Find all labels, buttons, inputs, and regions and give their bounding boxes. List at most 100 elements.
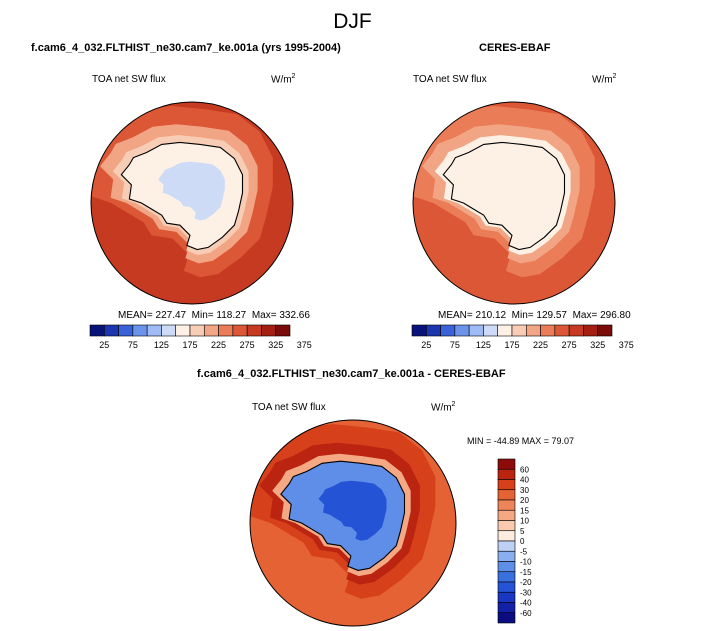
panel1-variable-label: TOA net SW flux [92,74,166,85]
panel3-title: f.cam6_4_032.FLTHIST_ne30.cam7_ke.001a -… [197,368,506,380]
map-zone-plateau [158,161,225,221]
colorbar-tick-label: -5 [520,547,528,556]
colorbar-swatch [497,571,516,583]
colorbar-swatch [597,324,613,337]
colorbar-swatch [568,324,584,337]
colorbar-swatch [118,324,134,337]
colorbar-tick-label: 375 [297,340,312,350]
season-title: DJF [333,10,372,33]
colorbar-tick-label: 125 [154,340,169,350]
panel1-title: f.cam6_4_032.FLTHIST_ne30.cam7_ke.001a (… [31,42,341,54]
colorbar-tick-label: 10 [520,517,529,526]
panel3-variable-label: TOA net SW flux [252,402,326,413]
colorbar-swatch [497,530,516,542]
panel1-map [91,102,293,304]
colorbar-tick-label: 175 [504,340,519,350]
colorbar-swatch [497,591,516,603]
panel1-map-border [90,101,294,305]
colorbar-swatch [203,324,219,337]
colorbar-swatch [189,324,205,337]
panel3-map-border [249,419,457,627]
colorbar-swatch [497,561,516,573]
colorbar-swatch [525,324,541,337]
colorbar-tick-label: 30 [520,486,529,495]
colorbar-swatch [454,324,470,337]
panel1-stats: MEAN= 227.47 Min= 118.27 Max= 332.66 [118,310,310,321]
colorbar-tick-label: 225 [533,340,548,350]
colorbar-tick-label: 325 [590,340,605,350]
colorbar-tick-label: 60 [520,465,529,474]
panel1-colorbar: 25 75 125 175 225 275 325 375 [89,324,312,350]
colorbar-swatch [497,602,516,614]
map-zone-plateau [318,480,387,541]
colorbar-swatch [497,499,516,511]
colorbar-swatch [497,479,516,491]
colorbar-tick-label: 5 [520,527,525,536]
colorbar-tick-label: 20 [520,496,529,505]
panel2-variable-label: TOA net SW flux [413,74,487,85]
colorbar-swatch [468,324,484,337]
panel2-stats: MEAN= 210.12 Min= 129.57 Max= 296.80 [438,310,631,321]
colorbar-tick-label: 40 [520,476,529,485]
colorbar-tick-label: 225 [211,340,226,350]
map-zone-plateau [480,161,547,221]
colorbar-swatch [440,324,456,337]
colorbar-tick-label: 125 [476,340,491,350]
colorbar-swatch [275,324,291,337]
colorbar-swatch [540,324,556,337]
colorbar-tick-label: -10 [520,558,532,567]
colorbar-tick-label: 75 [450,340,460,350]
colorbar-swatch [554,324,570,337]
colorbar-tick-label: 175 [182,340,197,350]
colorbar-swatch [246,324,262,337]
colorbar-swatch [497,324,513,337]
panel2-map [413,102,615,304]
colorbar-swatch [497,540,516,552]
map-coastline [120,141,244,251]
colorbar-swatch [483,324,499,337]
colorbar-tick-label: 275 [562,340,577,350]
colorbar-swatch [232,324,248,337]
colorbar-swatch [497,458,516,470]
colorbar-tick-label: 75 [128,340,138,350]
colorbar-swatch [497,489,516,501]
colorbar-swatch [425,324,441,337]
colorbar-swatch [583,324,599,337]
colorbar-swatch [497,468,516,480]
colorbar-tick-label: -20 [520,578,532,587]
colorbar-tick-label: 25 [421,340,431,350]
colorbar-swatch [175,324,191,337]
colorbar-tick-label: -30 [520,588,532,597]
colorbar-swatch [497,520,516,532]
colorbar-swatch [261,324,277,337]
panel3-units-label: W/m2 [431,401,456,414]
colorbar-tick-label: 0 [520,537,525,546]
map-coastline [442,141,566,251]
panel1-units-label: W/m2 [271,73,296,86]
panel2-colorbar: 25 75 125 175 225 275 325 375 [411,324,634,350]
colorbar-swatch [411,324,427,337]
colorbar-tick-label: -60 [520,609,532,618]
colorbar-swatch [161,324,177,337]
colorbar-tick-label: 325 [268,340,283,350]
colorbar-tick-label: -40 [520,599,532,608]
colorbar-swatch [497,509,516,521]
colorbar-tick-label: 15 [520,506,529,515]
colorbar-swatch [132,324,148,337]
panel2-map-border [412,101,616,305]
colorbar-tick-label: 375 [619,340,634,350]
colorbar-swatch [218,324,234,337]
colorbar-tick-label: 275 [240,340,255,350]
map-coastline [280,460,406,571]
colorbar-tick-label: 25 [99,340,109,350]
colorbar-swatch [146,324,162,337]
colorbar-swatch [497,550,516,562]
panel3-range: MIN = -44.89 MAX = 79.07 [467,436,575,446]
panel2-units-label: W/m2 [592,73,617,86]
colorbar-swatch [511,324,527,337]
colorbar-tick-label: -15 [520,568,532,577]
colorbar-swatch [89,324,105,337]
colorbar-swatch [103,324,119,337]
